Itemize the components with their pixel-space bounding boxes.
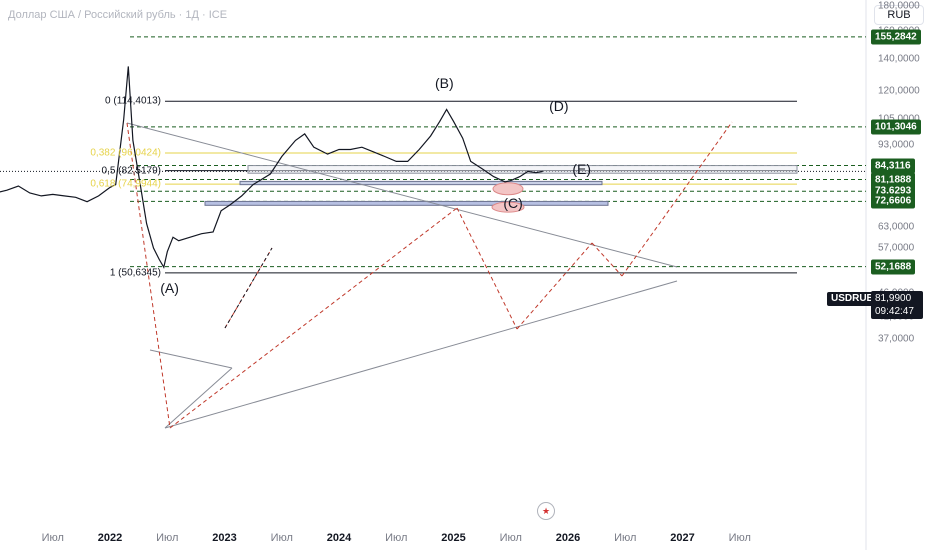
x-tick-label: Июл [156, 532, 179, 544]
fib-level-label: 0 (114,4013) [105, 95, 161, 107]
y-tick-label: 180,0000 [878, 0, 920, 12]
price-badge: 101,3046 [871, 119, 921, 135]
projection-line [591, 242, 623, 277]
y-tick-label: 93,0000 [878, 139, 915, 151]
price-badge: 155,2842 [871, 29, 921, 45]
x-tick-label: 2026 [555, 532, 581, 544]
x-tick-label: 2023 [212, 532, 237, 544]
trendline-upper [126, 122, 678, 268]
x-tick-label: Июл [614, 532, 637, 544]
trendline-small [164, 367, 233, 429]
countdown-timer: 09:42:47 [875, 306, 914, 317]
price-line [0, 66, 543, 269]
highlight-ellipse [491, 201, 525, 213]
wave-label: (D) [549, 97, 569, 114]
wave-label: (E) [572, 160, 592, 177]
us-flag-icon[interactable]: ★ [537, 502, 555, 520]
x-tick-label: Июл [385, 532, 408, 544]
wave-label: (C) [503, 195, 523, 212]
wave-label: (A) [160, 279, 179, 296]
x-tick-label: 2027 [670, 532, 695, 544]
x-tick-label: 2022 [97, 532, 123, 544]
fib-level-label: 1 (50,6345) [109, 267, 161, 279]
price-badge: 52,1688 [871, 259, 916, 275]
zone-box [239, 180, 603, 186]
fib-level-label: 0,382 (96,0424) [90, 147, 161, 159]
price-badge: 84,3116 [871, 158, 915, 174]
current-price: 81,9900 [875, 293, 912, 304]
trendline-small [149, 349, 233, 369]
highlight-ellipse [492, 182, 524, 196]
fib-level-label: 0,618 (74,9944) [90, 178, 161, 190]
x-tick-label: Июл [270, 532, 293, 544]
y-tick-label: 37,0000 [878, 333, 915, 345]
projection-line [224, 247, 273, 329]
current-price-badge: 81,9900 09:42:47 [871, 291, 923, 319]
y-tick-label: 140,0000 [878, 53, 920, 65]
x-tick-label: Июл [41, 532, 64, 544]
chart-title: Доллар США / Российский рубль · 1Д · ICE [8, 9, 228, 21]
projection-line [126, 122, 171, 429]
x-tick-label: Июл [499, 532, 522, 544]
projection-line [169, 207, 458, 429]
symbol-badge: USDRUB [827, 292, 878, 306]
projection-line [516, 242, 593, 330]
trendline-lower [164, 280, 678, 429]
projection-line [456, 207, 518, 330]
projection-line [621, 121, 733, 277]
fib-level-label: 0,5 (82,5179) [101, 165, 162, 177]
price-badge: 81,1888 [871, 172, 916, 187]
projection-line [224, 247, 273, 329]
y-tick-label: 63,0000 [878, 221, 915, 233]
price-badge: 72,6606 [871, 193, 916, 209]
wave-label: (B) [434, 75, 454, 92]
zone-box [247, 165, 798, 174]
y-tick-label: 120,0000 [878, 85, 920, 97]
currency-button[interactable]: RUB [874, 5, 924, 25]
y-tick-label: 57,0000 [878, 242, 915, 254]
x-tick-label: 2025 [441, 532, 466, 544]
y-tick-label: 105,0000 [878, 114, 920, 125]
x-tick-label: Июл [728, 532, 751, 544]
x-tick-label: 2024 [326, 532, 352, 544]
zone-box [204, 200, 609, 206]
